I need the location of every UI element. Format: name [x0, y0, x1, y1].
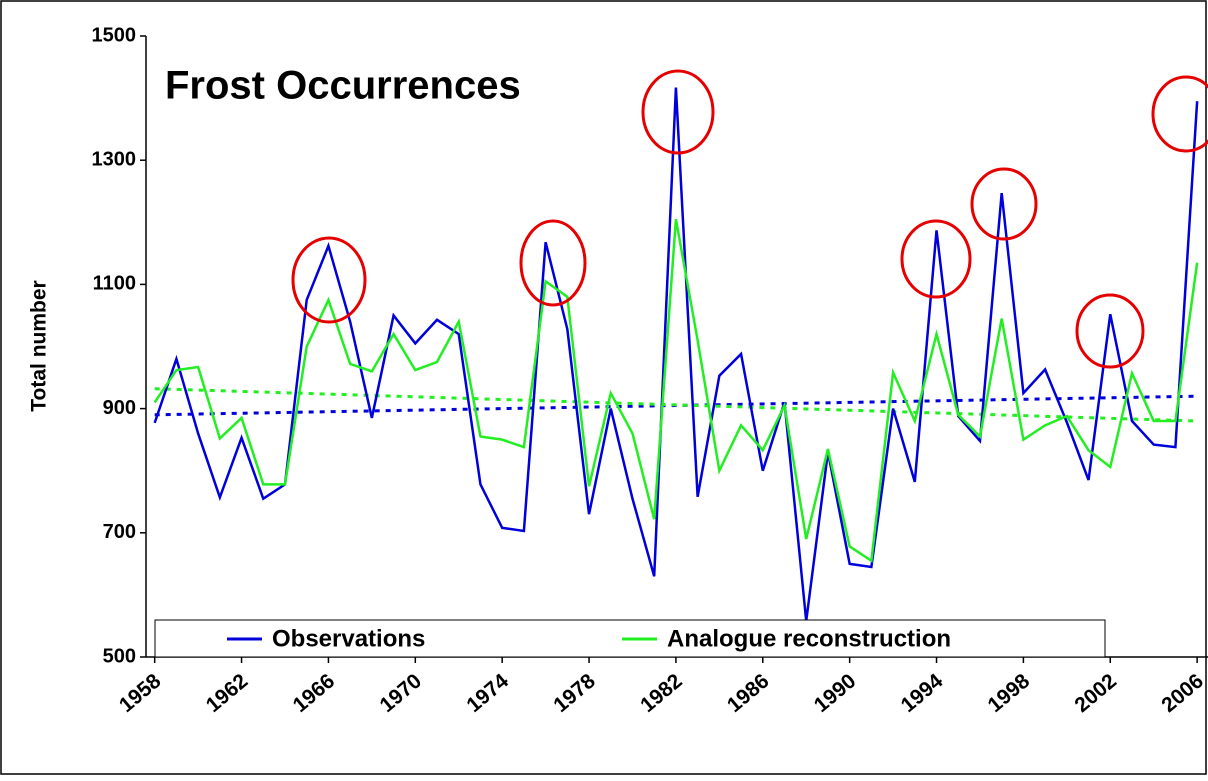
- y-tick-label: 1100: [93, 273, 136, 295]
- y-tick-label: 900: [103, 397, 136, 419]
- y-axis-label: Total number: [28, 280, 51, 411]
- legend-label: Analogue reconstruction: [667, 625, 951, 652]
- y-tick-label: 700: [103, 521, 136, 543]
- y-tick-label: 1300: [92, 148, 137, 170]
- y-tick-label: 500: [103, 645, 136, 667]
- legend-label: Observations: [272, 625, 425, 652]
- chart-title: Frost Occurrences: [165, 64, 521, 108]
- legend: Observations Analogue reconstruction: [155, 620, 1105, 657]
- y-tick-label: 1500: [92, 24, 137, 46]
